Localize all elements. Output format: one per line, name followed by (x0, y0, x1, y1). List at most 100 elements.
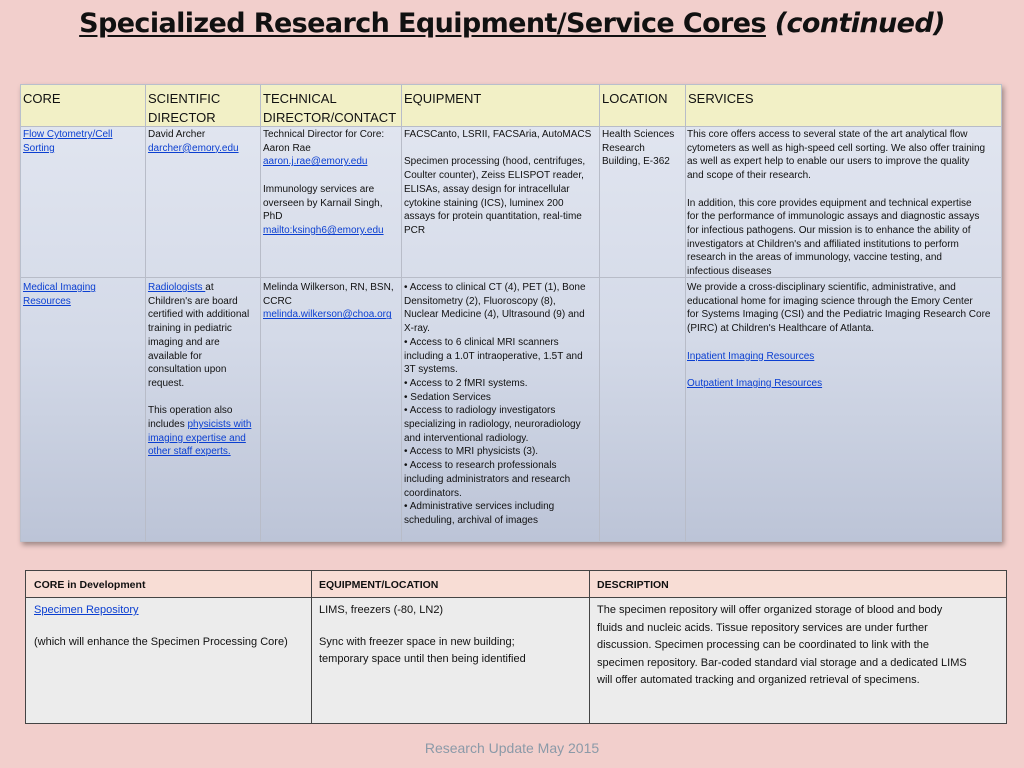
header-sci-line1: SCIENTIFIC (148, 91, 221, 106)
outpatient-imaging-link[interactable]: Outpatient Imaging Resources (687, 377, 823, 389)
physicists-link-line2[interactable]: imaging expertise and (148, 432, 246, 444)
dev-equipment-line: LIMS, freezers (-80, LN2) (319, 604, 444, 616)
dev-description-line: discussion. Specimen processing can be c… (597, 639, 930, 652)
row1-technical-director: Technical Director for Core: Aaron Rae a… (263, 128, 384, 238)
equipment-line: • Access to research professionals (404, 460, 557, 472)
row1-services: This core offers access to several state… (687, 128, 985, 279)
dev-description-line: will offer automated tracking and organi… (597, 674, 920, 687)
specimen-repository-link[interactable]: Specimen Repository (34, 604, 139, 616)
sci-text: certified with additional (148, 309, 250, 321)
flow-cytometry-link-line2[interactable]: Sorting (23, 142, 55, 154)
equipment-line: • Access to 2 fMRI systems. (404, 377, 528, 389)
services-line: and scope of their research. (687, 170, 811, 182)
medical-imaging-link[interactable]: Medical Imaging (23, 282, 96, 293)
services-line: investigators at Children's and affiliat… (687, 238, 959, 250)
equipment-line: PCR (404, 224, 426, 236)
equipment-line: ELISAs, assay design for intracellular (404, 183, 570, 195)
row1-location: Health Sciences Research Building, E-362 (602, 128, 674, 169)
row-divider (21, 277, 1001, 278)
tech-line: Immunology services are (263, 183, 375, 195)
sci-text: This operation also (148, 405, 233, 417)
equipment-line: specializing in radiology, neuroradiolog… (404, 419, 581, 431)
tech-line: overseen by Karnail Singh, (263, 197, 383, 209)
sci-text: at (205, 282, 214, 293)
dev-equipment-line: temporary space until then being identif… (319, 653, 526, 666)
services-line: for the performance of immunologic assay… (687, 211, 980, 223)
footer: Research Update May 2015 (424, 740, 600, 756)
equipment-line: • Access to MRI physicists (3). (404, 446, 539, 458)
col-divider-3 (261, 85, 402, 541)
row2-core[interactable]: Medical Imaging Resources (23, 281, 96, 308)
title-main: Specialized Research Equipment/Service C… (79, 8, 766, 39)
equipment-line: and interventional radiology. (404, 432, 529, 444)
equipment-line: coordinators. (404, 487, 462, 499)
medical-imaging-link-line2[interactable]: Resources (23, 295, 71, 307)
services-line: educational home for imaging science thr… (687, 295, 973, 307)
sci-text: imaging and are (148, 336, 220, 348)
services-line: cytometers as well as high-speed cell so… (687, 142, 986, 154)
dev-table: CORE in Development EQUIPMENT/LOCATION D… (25, 570, 1007, 724)
tech-line: CCRC (263, 295, 292, 307)
mailto-link[interactable]: mailto:ksingh6@emory.edu (263, 224, 384, 236)
physicists-link[interactable]: physicists with (187, 419, 252, 431)
header-tech-line1: TECHNICAL (263, 91, 337, 106)
cores-table-header (21, 85, 1001, 127)
header-tech-line2: DIRECTOR/CONTACT (263, 110, 397, 125)
page-title: Specialized Research Equipment/Service C… (0, 8, 1024, 39)
equipment-line: • Access to clinical CT (4), PET (1), Bo… (404, 282, 586, 293)
core-note: (which will enhance the Specimen Process… (34, 635, 288, 648)
location-line: Health Sciences (602, 129, 675, 140)
equipment-line: • Administrative services including (404, 501, 555, 513)
cores-table: CORE SCIENTIFIC DIRECTOR TECHNICAL DIREC… (20, 84, 1002, 542)
tech-line: PhD (263, 211, 283, 223)
header-equipment: EQUIPMENT (404, 91, 482, 106)
equipment-line: including administrators and research (404, 473, 571, 485)
equipment-line: Nuclear Medicine (4), Ultrasound (9) and (404, 309, 585, 321)
row1-scientific-director: David Archer darcher@emory.edu (148, 128, 239, 155)
services-line: research in the areas of immunology, vac… (687, 252, 942, 264)
row2-scientific-director: Radiologists at Children's are board cer… (148, 281, 251, 459)
equipment-line: • Sedation Services (404, 391, 491, 403)
dev-description-line: The specimen repository will offer organ… (597, 604, 943, 616)
sci-text: request. (148, 377, 185, 389)
header-services: SERVICES (688, 91, 754, 106)
col-divider-2 (146, 85, 261, 541)
sci-text: includes (148, 419, 188, 431)
equipment-line: assays for protein quantitation, real-ti… (404, 211, 582, 223)
sci-text: Children's are board (148, 295, 238, 307)
inpatient-imaging-link[interactable]: Inpatient Imaging Resources (687, 350, 815, 362)
dev-row-description: The specimen repository will offer organ… (597, 602, 967, 690)
tech-email-link[interactable]: melinda.wilkerson@choa.org (263, 309, 392, 321)
equipment-line: cytokine staining (ICS), luminex 200 (404, 197, 564, 209)
sci-email-link[interactable]: darcher@emory.edu (148, 142, 239, 154)
sci-text: training in pediatric (148, 323, 232, 335)
col-divider-1 (21, 85, 146, 541)
col-divider-4 (402, 85, 600, 541)
row1-core[interactable]: Flow Cytometry/Cell Sorting (23, 128, 112, 155)
services-line: We provide a cross-disciplinary scientif… (687, 282, 956, 293)
sci-text: consultation upon (148, 364, 227, 376)
sci-name: David Archer (148, 129, 206, 140)
dev-row-equipment: LIMS, freezers (-80, LN2) Sync with free… (319, 602, 526, 669)
tech-email-link[interactable]: aaron.j.rae@emory.edu (263, 156, 368, 168)
physicists-link-line3[interactable]: other staff experts. (148, 446, 231, 458)
tech-line: Melinda Wilkerson, RN, BSN, (263, 282, 394, 293)
tech-line: Technical Director for Core: (263, 129, 385, 140)
equipment-line: including a 1.0T intraoperative, 1.5T an… (404, 350, 583, 362)
services-line: for Systems Imaging (CSI) and the Pediat… (687, 309, 991, 321)
services-line: as well as expert help to enable our use… (687, 156, 970, 168)
equipment-line: 3T systems. (404, 364, 458, 376)
flow-cytometry-link[interactable]: Flow Cytometry/Cell (23, 129, 113, 140)
location-line: Research (602, 142, 645, 154)
equipment-line: FACSCanto, LSRII, FACSAria, AutoMACS (404, 129, 592, 140)
location-line: Building, E-362 (602, 156, 670, 168)
dev-table-header (26, 571, 1006, 598)
tech-line: Aaron Rae (263, 142, 311, 154)
radiologists-link[interactable]: Radiologists (148, 282, 206, 293)
equipment-line: • Access to radiology investigators (404, 405, 556, 417)
services-line: for infectious pathogens. Our mission is… (687, 224, 971, 236)
equipment-line: • Access to 6 clinical MRI scanners (404, 336, 559, 348)
services-line: This core offers access to several state… (687, 129, 968, 140)
services-line: In addition, this core provides equipmen… (687, 197, 972, 209)
header-sci-line2: DIRECTOR (148, 110, 216, 125)
